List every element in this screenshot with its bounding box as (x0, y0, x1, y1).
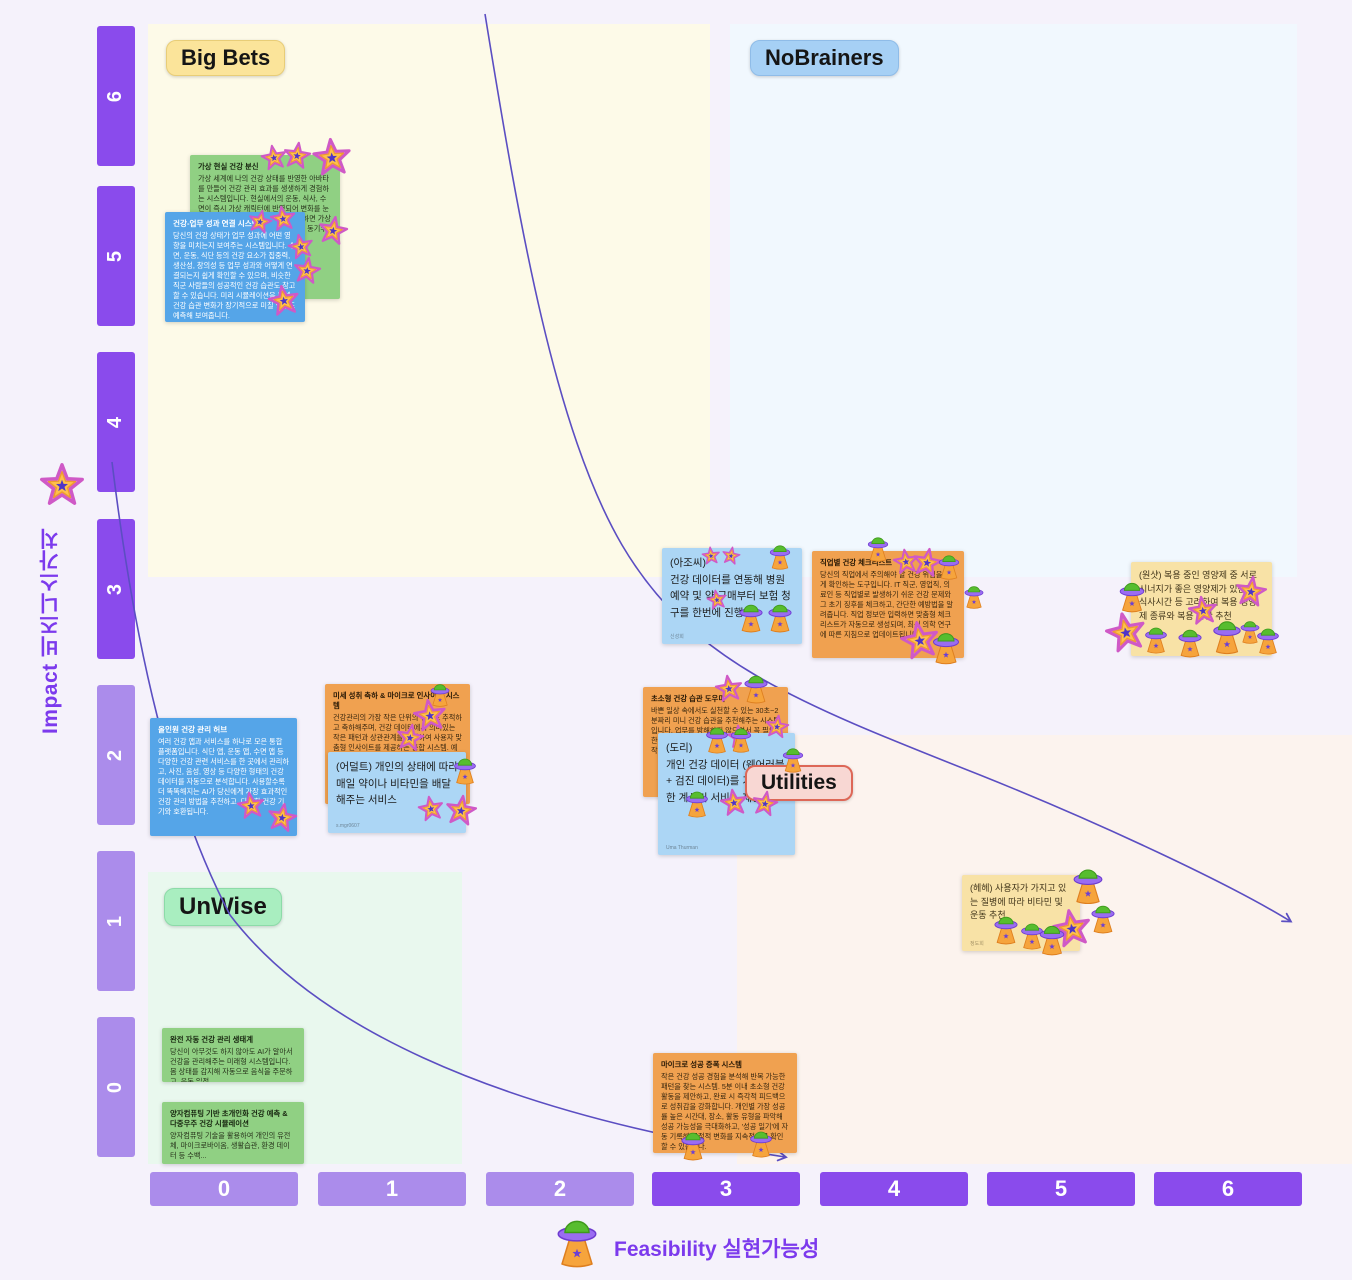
impact-axis-star-icon (40, 463, 84, 505)
note-author: Uma Thurman (666, 845, 698, 851)
x-tick-label: 1 (385, 1176, 399, 1201)
y-tick-1[interactable]: 1 (97, 851, 135, 991)
sticky-note-adult-delivery[interactable]: (어덜트) 개인의 상태에 따라 매일 약이나 비타민을 배달해주는 서비스 s… (328, 752, 466, 833)
x-tick-2[interactable]: 2 (486, 1172, 634, 1206)
note-title: 건강-업무 성과 연결 시스템 (173, 219, 259, 228)
y-tick-label: 4 (104, 416, 127, 428)
note-body: 당신이 아무것도 하지 않아도 AI가 알아서 건강을 관리해주는 미래형 시스… (170, 1046, 293, 1082)
note-body: (어덜트) 개인의 상태에 따라 매일 약이나 비타민을 배달해주는 서비스 (336, 761, 459, 807)
note-author: s.mgr0607 (336, 823, 360, 829)
y-tick-label: 0 (104, 1081, 127, 1093)
x-tick-label: 2 (553, 1176, 567, 1201)
sticky-note-auto-ecosystem[interactable]: 완전 자동 건강 관리 생태계 당신이 아무것도 하지 않아도 AI가 알아서 … (162, 1028, 304, 1082)
y-tick-label: 6 (104, 90, 127, 102)
y-tick-5[interactable]: 5 (97, 186, 135, 326)
x-tick-label: 4 (887, 1176, 901, 1201)
note-title: 마이크로 성공 증폭 시스템 (661, 1060, 742, 1069)
note-author: 정도희 (970, 941, 984, 947)
y-tick-label: 5 (104, 250, 127, 262)
note-title: 양자컴퓨팅 기반 초개인화 건강 예측 & 다중우주 건강 시뮬레이션 (170, 1109, 288, 1128)
y-tick-6[interactable]: 6 (97, 26, 135, 166)
sticky-note-health-work-link[interactable]: 건강-업무 성과 연결 시스템 당신의 건강 상태가 업무 성과에 어떤 영향을… (165, 212, 305, 322)
note-body: 당신의 건강 상태가 업무 성과에 어떤 영향을 미치는지 보여주는 시스템입니… (173, 231, 296, 320)
y-tick-label: 3 (104, 583, 127, 595)
x-tick-1[interactable]: 1 (318, 1172, 466, 1206)
note-title: 완전 자동 건강 관리 생태계 (170, 1035, 254, 1044)
quadrant-no-brainers (730, 24, 1297, 577)
note-body: 당신의 직업에서 주의해야 할 건강 위험을 쉽게 확인하는 도구입니다. IT… (820, 569, 954, 639)
x-tick-5[interactable]: 5 (987, 1172, 1135, 1206)
x-tick-label: 0 (217, 1176, 231, 1201)
note-author: 신성희 (670, 634, 684, 640)
x-tick-label: 5 (1054, 1176, 1068, 1201)
x-tick-4[interactable]: 4 (820, 1172, 968, 1206)
x-tick-label: 3 (719, 1176, 733, 1201)
note-title: 가상 현실 건강 분신 (198, 162, 259, 171)
sticky-note-micro-success[interactable]: 마이크로 성공 증폭 시스템 작은 건강 성공 경험을 분석해 반복 가능한 패… (653, 1053, 797, 1153)
label-big-bets[interactable]: Big Bets (166, 40, 286, 76)
x-tick-label: 6 (1221, 1176, 1235, 1201)
note-body: 여러 건강 앱과 서비스를 하나로 모은 통합 플랫폼입니다. 식단 앱, 운동… (158, 737, 290, 816)
y-tick-4[interactable]: 4 (97, 352, 135, 492)
x-tick-3[interactable]: 3 (652, 1172, 800, 1206)
label-unwise[interactable]: UnWise (164, 888, 282, 926)
y-tick-2[interactable]: 2 (97, 685, 135, 825)
feasibility-ufo-icon[interactable] (964, 586, 984, 609)
note-body: (헤헤) 사용자가 가지고 있는 질병에 따라 비타민 및 운동 추천 (970, 883, 1067, 920)
x-tick-6[interactable]: 6 (1154, 1172, 1302, 1206)
y-axis-title: Impact 비즈니스가치 (39, 528, 62, 735)
feasibility-axis-ufo-icon (557, 1220, 597, 1268)
y-tick-3[interactable]: 3 (97, 519, 135, 659)
y-tick-0[interactable]: 0 (97, 1017, 135, 1157)
sticky-note-quantum-simulation[interactable]: 양자컴퓨팅 기반 초개인화 건강 예측 & 다중우주 건강 시뮬레이션 양자컴퓨… (162, 1102, 304, 1164)
y-tick-label: 1 (104, 915, 127, 927)
label-no-brainers[interactable]: NoBrainers (750, 40, 899, 76)
sticky-note-hehe-recommendation[interactable]: (헤헤) 사용자가 가지고 있는 질병에 따라 비타민 및 운동 추천 정도희 (962, 875, 1080, 951)
note-title: 올인원 건강 관리 허브 (158, 725, 228, 734)
note-body: 양자컴퓨팅 기술을 활용하여 개인의 유전체, 마이크로바이옴, 생활습관, 환… (170, 1130, 291, 1160)
y-tick-label: 2 (104, 749, 127, 761)
x-tick-0[interactable]: 0 (150, 1172, 298, 1206)
x-axis-title: Feasibility 실현가능성 (614, 1238, 820, 1261)
